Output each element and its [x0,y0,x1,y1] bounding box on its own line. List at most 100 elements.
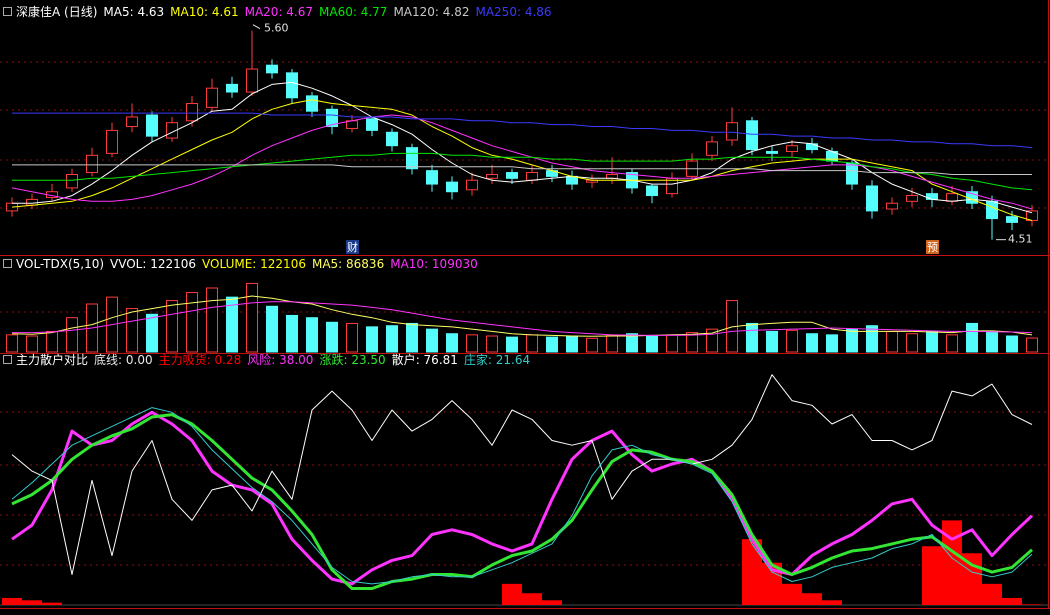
legend-value: 4.86 [524,5,552,19]
volume-bar [126,308,138,353]
volume-bar [306,317,318,353]
legend-value: 4.77 [360,5,388,19]
candle-body [806,143,818,151]
volume-bar [1006,335,1018,353]
volume-bar [146,313,158,353]
legend-item: MA204.67 [245,5,313,19]
volume-bar [946,334,958,353]
signal-bar [922,546,942,605]
volume-bar [366,326,378,353]
volume-bar [466,334,478,353]
candle-body [266,64,278,74]
event-marker [346,240,359,254]
legend: 主力散户对比底线0.00 主力吸货0.28 风险38.00 涨跌23.50 散户76.8… [16,353,530,367]
legend-item: MA54.63 [103,5,164,19]
candle-body [186,103,198,122]
signal-bar [982,583,1002,605]
candle-body [366,118,378,131]
volume-bar [446,333,458,353]
volume-bar [266,305,278,353]
series-line [12,152,1033,191]
signal-bar [1002,597,1022,605]
volume-bar [926,330,938,353]
volume-bar [386,325,398,353]
legend-item: MA1204.82 [393,5,469,19]
legend-item: 庄家21.64 [464,353,530,367]
volume-bar [766,330,778,353]
candle-body [166,122,178,139]
legend-value: 4.82 [442,5,470,19]
volume-bar [986,330,998,353]
candle-body [406,147,418,170]
candle-body [706,141,718,156]
legend-value: 38.00 [279,353,314,367]
volume-bar [786,329,798,353]
signal-bar [742,539,762,605]
legend-value: 4.61 [211,5,239,19]
legend-item: 底线0.00 [94,353,153,367]
legend-value: 76.81 [423,353,458,367]
volume-bar [666,334,678,353]
volume-bar [826,334,838,353]
candle-body [86,154,98,174]
volume-bar [226,296,238,353]
volume-bar [806,333,818,353]
volume-bar [26,335,38,353]
pane-icon [3,259,12,268]
candle-body [846,162,858,185]
series-line [11,374,1033,575]
series-line [11,99,1033,221]
volume-bar [526,334,538,353]
volume-bar [606,334,618,353]
event-label: 财 [347,240,358,254]
volume-bar [546,336,558,353]
volume-bar [166,300,178,353]
candle-body [786,145,798,152]
signal-bar [42,602,62,605]
volume-bar [1026,337,1038,353]
signal-bar [542,600,562,605]
candle-body [646,185,658,197]
legend-name: MA20 [245,5,287,19]
legend-name: VOLUME [202,257,260,271]
volume-bar [646,335,658,353]
legend-name: MA5 [312,257,346,271]
candle-body [886,202,898,210]
series-line [12,301,1033,336]
legend-item: MA2504.86 [475,5,551,19]
candle-body [226,83,238,93]
candle-body [246,68,258,93]
pane-icon [3,7,12,16]
candle-body [146,114,158,137]
candle-body [426,170,438,185]
candle-body [906,195,918,202]
candle-body [926,193,938,200]
legend-item: MA586836 [312,257,384,271]
event-marker [926,240,939,254]
candle-body [326,108,338,128]
legend: VOL-TDX(5,10)VVOL122106VOLUME122106MA586… [16,257,478,271]
volume-bar [866,325,878,353]
volume-bar [686,332,698,353]
legend-name: VVOL [110,257,150,271]
legend-item: VVOL122106 [110,257,196,271]
legend-value: 122106 [150,257,197,271]
candle-body [766,150,778,154]
legend-item: MA10109030 [390,257,478,271]
volume-bar [506,336,518,353]
volume-bar [426,328,438,353]
candle-body [866,185,878,212]
volume-bar [846,328,858,353]
pane-title: 深康佳A (日线) [16,5,98,19]
volume-bar [6,334,18,353]
series-line [12,164,1032,175]
candle-body [206,87,218,108]
volume-bar [206,287,218,353]
signal-bar [2,597,22,605]
series-line [11,407,1033,585]
legend-item: MA104.61 [170,5,238,19]
volume-bar [706,328,718,353]
candle-body [286,72,298,99]
